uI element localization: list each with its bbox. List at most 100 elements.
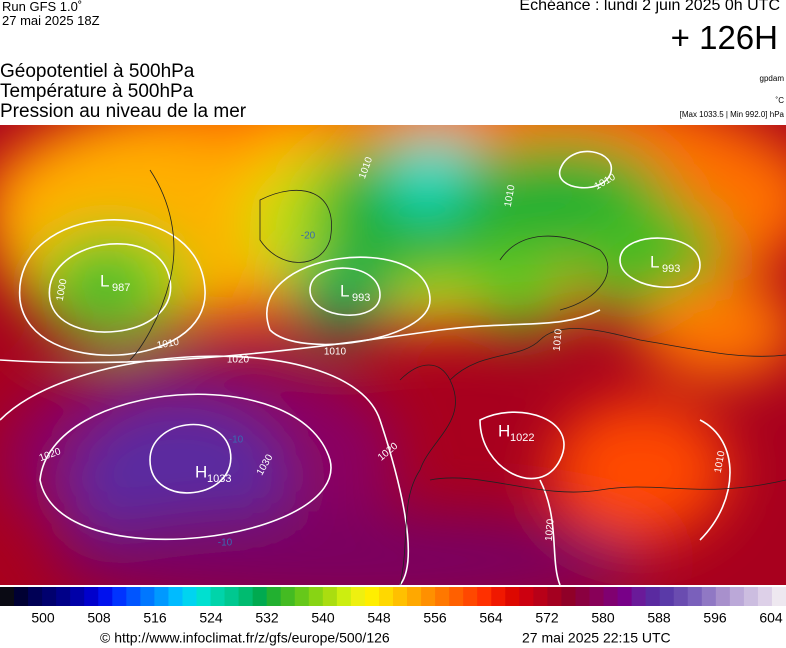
center-value: 993 bbox=[352, 292, 370, 304]
isobar-label: 1020 bbox=[227, 355, 250, 366]
colorbar-swatch bbox=[673, 587, 689, 606]
colorbar-swatch bbox=[252, 587, 268, 606]
center-value: 1022 bbox=[510, 432, 534, 444]
colorbar-swatch bbox=[477, 587, 492, 606]
run-label: Run GFS 1.0˚ bbox=[2, 0, 83, 14]
center-value: 1033 bbox=[207, 473, 231, 485]
colorbar-swatch bbox=[519, 587, 534, 606]
colorbar-swatch bbox=[631, 587, 647, 606]
colorbar-swatch bbox=[140, 587, 155, 606]
colorbar-swatch bbox=[617, 587, 633, 606]
colorbar-swatch bbox=[407, 587, 422, 606]
colorbar-swatch bbox=[659, 587, 675, 606]
colorbar-swatch bbox=[701, 587, 717, 606]
colorbar-swatch bbox=[378, 587, 394, 606]
colorbar-swatch bbox=[14, 587, 29, 606]
colorbar-swatch bbox=[645, 587, 661, 606]
legend-line: Géopotentiel à 500hPa bbox=[0, 61, 195, 82]
colorbar-label: 588 bbox=[647, 610, 671, 626]
colorbar-swatch bbox=[294, 587, 310, 606]
center-letter: H bbox=[498, 421, 510, 440]
colorbar-swatch bbox=[84, 587, 99, 606]
legend-line: Température à 500hPa bbox=[0, 81, 194, 102]
colorbar-swatch bbox=[224, 587, 240, 606]
colorbar-label: 556 bbox=[423, 610, 447, 626]
unit-label: ˚C bbox=[775, 96, 784, 105]
isobar-label: 1010 bbox=[713, 450, 728, 474]
colorbar-label: 564 bbox=[479, 610, 503, 626]
colorbar-swatch bbox=[42, 587, 57, 606]
center-letter: L bbox=[650, 252, 659, 271]
coastlines bbox=[129, 169, 786, 585]
colorbar-label: 532 bbox=[255, 610, 279, 626]
colorbar-swatch bbox=[533, 587, 548, 606]
colorbar-swatch bbox=[196, 587, 212, 606]
init-label: 27 mai 2025 18Z bbox=[2, 13, 100, 28]
colorbar-label: 516 bbox=[143, 610, 167, 626]
colorbar-swatch bbox=[350, 587, 366, 606]
colorbar-swatch bbox=[393, 587, 408, 606]
colorbar-swatch bbox=[561, 587, 576, 606]
colorbar-swatch bbox=[771, 587, 786, 606]
colorbar-swatch bbox=[547, 587, 562, 606]
footer-url: © http://www.infoclimat.fr/z/gfs/europe/… bbox=[100, 630, 390, 646]
colorbar-swatch bbox=[336, 587, 352, 606]
colorbar-swatch bbox=[266, 587, 282, 606]
colorbar-swatch bbox=[589, 587, 605, 606]
colorbar-swatch bbox=[112, 587, 127, 606]
colorbar-swatch bbox=[70, 587, 85, 606]
colorbar-label: 548 bbox=[367, 610, 391, 626]
isobar-label: 1000 bbox=[55, 278, 70, 302]
colorbar-swatch bbox=[364, 587, 380, 606]
colorbar-swatch bbox=[743, 587, 759, 606]
colorbar-swatch bbox=[182, 587, 197, 606]
colorbar-swatch bbox=[463, 587, 478, 606]
colorbar-swatch bbox=[687, 587, 703, 606]
colorbar-swatch bbox=[575, 587, 590, 606]
colorbar-swatch bbox=[435, 587, 450, 606]
colorbar-swatch bbox=[449, 587, 464, 606]
colorbar-swatch bbox=[210, 587, 226, 606]
colorbar-swatch bbox=[168, 587, 183, 606]
colorbar-swatch bbox=[505, 587, 520, 606]
colorbar-swatch bbox=[715, 587, 731, 606]
colorbar-swatch bbox=[56, 587, 71, 606]
temperature-label: -10 bbox=[229, 435, 244, 446]
colorbar-swatch bbox=[729, 587, 745, 606]
lead-label: + 126H bbox=[670, 19, 778, 56]
colorbar-label: 572 bbox=[535, 610, 559, 626]
colorbar-label: 540 bbox=[311, 610, 335, 626]
colorbar-swatch bbox=[28, 587, 43, 606]
colorbar-swatch bbox=[280, 587, 296, 606]
isobar-label: 1020 bbox=[544, 518, 557, 542]
legend-line: Pression au niveau de la mer bbox=[0, 101, 247, 122]
field bbox=[0, 125, 786, 585]
center-value: 987 bbox=[112, 282, 130, 294]
colorbar-label: 596 bbox=[703, 610, 727, 626]
unit-label: [Max 1033.5 | Min 992.0] hPa bbox=[679, 110, 784, 119]
center-value: 993 bbox=[662, 263, 680, 275]
center-letter: L bbox=[340, 281, 349, 300]
colorbar-swatch bbox=[322, 587, 338, 606]
colorbar-swatch bbox=[421, 587, 436, 606]
isobar-label: 1010 bbox=[324, 347, 347, 358]
colorbar-swatch bbox=[238, 587, 254, 606]
valid-label: Echéance : lundi 2 juin 2025 0h UTC bbox=[519, 0, 780, 14]
footer-date: 27 mai 2025 22:15 UTC bbox=[522, 630, 671, 646]
colorbar-swatch bbox=[126, 587, 141, 606]
colorbar-label: 508 bbox=[87, 610, 111, 626]
colorbar-swatch bbox=[0, 587, 15, 606]
center-letter: L bbox=[100, 271, 109, 290]
center-letter: H bbox=[195, 462, 207, 481]
colorbar-swatch bbox=[154, 587, 169, 606]
colorbar-label: 524 bbox=[199, 610, 223, 626]
isobar-label: 1010 bbox=[552, 328, 565, 352]
colorbar-swatch bbox=[603, 587, 619, 606]
isobar-label: 1010 bbox=[156, 337, 180, 352]
colorbar-label: 604 bbox=[759, 610, 783, 626]
colorbar-label: 580 bbox=[591, 610, 615, 626]
colorbar-swatch bbox=[757, 587, 773, 606]
unit-label: gpdam bbox=[759, 74, 784, 83]
